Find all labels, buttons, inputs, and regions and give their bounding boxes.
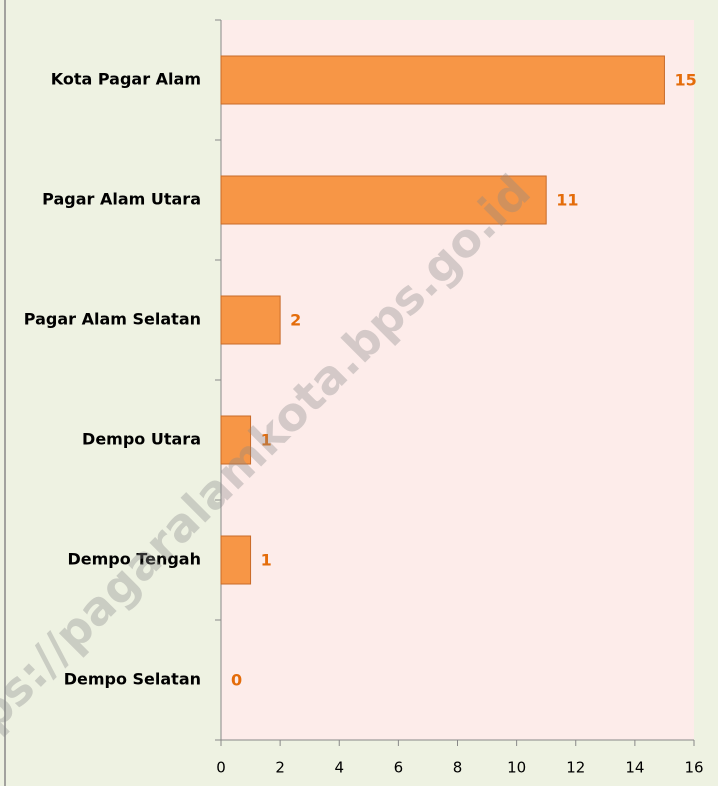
bar: [220, 175, 547, 225]
x-tick-label: 4: [334, 759, 344, 777]
bar: [220, 415, 252, 465]
value-label: 0: [231, 671, 242, 690]
value-label: 2: [290, 311, 301, 330]
plot-area: [221, 20, 694, 740]
x-tick-label: 0: [216, 759, 226, 777]
x-tick-label: 6: [394, 759, 404, 777]
x-tick-label: 12: [566, 759, 585, 777]
value-label: 15: [674, 71, 696, 90]
y-tick-label: Dempo Selatan: [64, 670, 201, 689]
bar: [220, 295, 281, 345]
x-tick-label: 2: [275, 759, 285, 777]
y-tick-label: Dempo Tengah: [68, 550, 202, 569]
x-tick-label: 10: [507, 759, 526, 777]
y-tick-label: Dempo Utara: [82, 430, 201, 449]
y-tick-label: Kota Pagar Alam: [51, 70, 201, 89]
bar: [220, 535, 252, 585]
value-label: 1: [261, 431, 272, 450]
value-label: 11: [556, 191, 578, 210]
y-tick-label: Pagar Alam Utara: [42, 190, 201, 209]
x-tick-label: 16: [684, 759, 703, 777]
x-tick-label: 8: [453, 759, 463, 777]
value-label: 1: [261, 551, 272, 570]
x-tick-label: 14: [625, 759, 644, 777]
y-tick-label: Pagar Alam Selatan: [24, 310, 201, 329]
bar: [220, 55, 665, 105]
